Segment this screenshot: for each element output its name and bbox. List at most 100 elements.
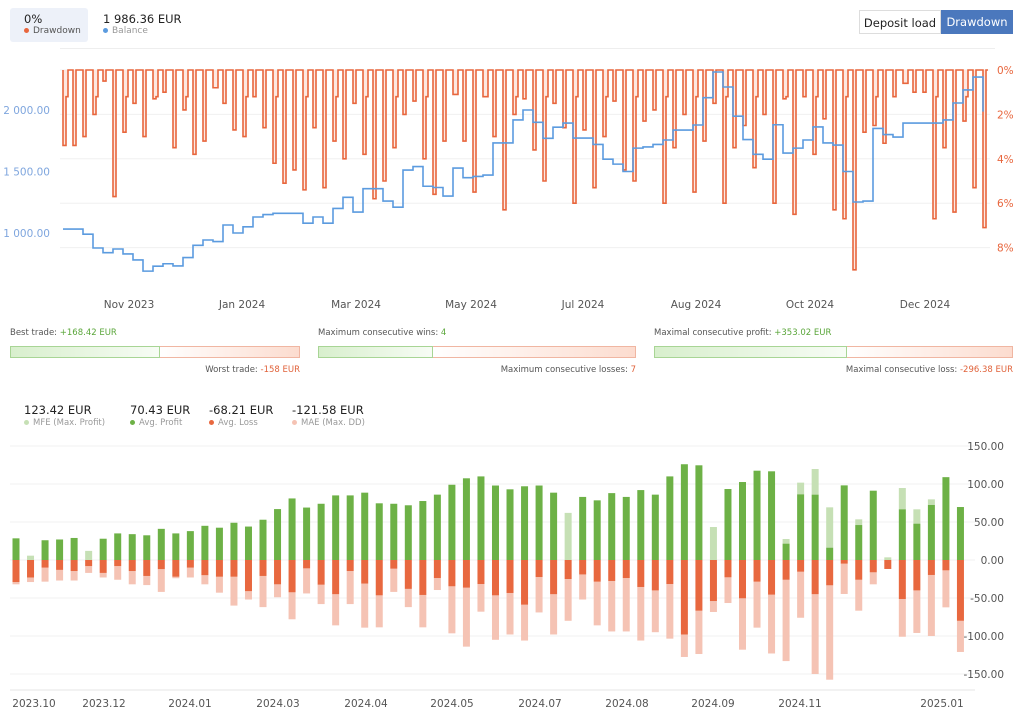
- profit-bar: [579, 496, 587, 560]
- divider: [60, 48, 995, 49]
- loss-bar: [637, 560, 645, 587]
- profit-bar: [56, 539, 64, 560]
- mae-bar: [99, 572, 107, 578]
- loss-bar: [99, 560, 107, 573]
- loss-bar: [898, 560, 906, 599]
- mfe-bar: [709, 527, 717, 560]
- loss-bar: [274, 560, 282, 585]
- consecutive-ratio-bar: [318, 346, 636, 358]
- mae-bar: [855, 579, 863, 611]
- loss-bar: [709, 560, 717, 602]
- x-tick-label: 2024.08: [605, 698, 648, 710]
- loss-bar: [390, 560, 398, 569]
- mae-bar: [913, 590, 921, 633]
- avg-loss-dot-icon: [209, 420, 214, 425]
- mae-bar: [157, 569, 165, 592]
- loss-bar: [361, 560, 369, 584]
- max-consecutive-wins: Maximum consecutive wins: 4: [318, 328, 447, 338]
- profit-bar: [869, 490, 877, 560]
- loss-bar: [375, 560, 383, 596]
- mfe-bar: [811, 469, 819, 495]
- loss-bar: [404, 560, 412, 589]
- mfe-bar: [797, 482, 805, 495]
- max-consecutive-wins-value: 4: [440, 328, 447, 338]
- x-tick-label: 2023.12: [82, 698, 125, 710]
- loss-bar: [317, 560, 325, 585]
- profit-bar: [695, 465, 703, 560]
- x-tick-label: Nov 2023: [104, 299, 155, 311]
- mfe-bar: [564, 512, 572, 560]
- loss-bar: [724, 560, 732, 578]
- profit-bar: [768, 471, 776, 560]
- y-tick-label: 150.00: [967, 441, 1004, 453]
- profit-bar: [898, 509, 906, 560]
- best-trade-value: +168.42 EUR: [59, 328, 117, 338]
- loss-bar: [56, 560, 64, 570]
- loss-bar: [288, 560, 296, 593]
- profit-bar: [506, 489, 514, 560]
- profit-bar: [303, 507, 311, 560]
- balance-dot-icon: [103, 28, 108, 33]
- loss-bar: [884, 560, 892, 569]
- x-tick-label: 2024.01: [168, 698, 211, 710]
- loss-bar: [564, 560, 572, 579]
- max-consecutive-losses: Maximum consecutive losses: 7: [500, 365, 636, 375]
- loss-bar: [956, 560, 964, 621]
- loss-bar: [27, 560, 35, 578]
- profit-bar: [157, 528, 165, 560]
- loss-bar: [303, 560, 311, 569]
- mae-bar: [622, 578, 630, 632]
- mae-bar: [477, 584, 485, 612]
- mae-bar: [651, 590, 659, 633]
- profit-bar: [593, 500, 601, 560]
- loss-bar: [186, 560, 194, 568]
- y-tick-label: -150.00: [963, 669, 1004, 681]
- mae-bar: [869, 572, 877, 585]
- avg-loss-legend: Avg. Loss: [209, 418, 258, 428]
- max-consecutive-profit: Maximal consecutive profit: +353.02 EUR: [654, 328, 832, 338]
- mae-legend: MAE (Max. DD): [292, 418, 365, 428]
- max-consecutive-profit-value: +353.02 EUR: [774, 328, 832, 338]
- profit-bar: [666, 476, 674, 560]
- drawdown-dot-icon: [24, 28, 29, 33]
- mae-bar: [724, 577, 732, 604]
- profit-bar: [186, 531, 194, 560]
- mae-bar: [201, 575, 209, 585]
- loss-bar: [462, 560, 470, 588]
- y-tick-label: -50.00: [970, 593, 1004, 605]
- mae-bar: [375, 595, 383, 628]
- profit-bar: [332, 495, 340, 560]
- y-right-tick-label: 2%: [997, 109, 1014, 121]
- mae-bar: [753, 581, 761, 628]
- deposit-load-button[interactable]: Deposit load: [859, 10, 941, 34]
- mae-bar: [303, 568, 311, 594]
- loss-bar: [695, 560, 703, 611]
- mae-bar: [797, 571, 805, 618]
- mae-bar: [898, 598, 906, 637]
- mae-bar: [709, 601, 717, 612]
- mae-bar: [462, 587, 470, 647]
- x-tick-label: 2023.10: [12, 698, 55, 710]
- loss-bar: [869, 560, 877, 573]
- loss-bar: [811, 560, 819, 595]
- profit-bar: [230, 522, 238, 560]
- mae-bar: [608, 580, 616, 632]
- profit-bar: [172, 533, 180, 560]
- profit-bar: [680, 464, 688, 560]
- loss-bar: [753, 560, 761, 582]
- loss-bar: [826, 560, 834, 586]
- loss-bar: [448, 560, 456, 587]
- drawdown-button[interactable]: Drawdown: [941, 10, 1013, 34]
- loss-bar: [608, 560, 616, 581]
- loss-bar: [230, 560, 238, 577]
- profit-bar: [753, 470, 761, 560]
- profit-bar: [550, 492, 558, 560]
- mae-bar: [739, 598, 746, 650]
- mae-bar: [666, 584, 674, 639]
- profit-bar: [840, 485, 848, 560]
- mae-bar: [332, 594, 340, 626]
- max-consecutive-losses-value: 7: [630, 365, 636, 375]
- loss-bar: [927, 560, 935, 575]
- mae-bar: [56, 569, 64, 581]
- mae-bar: [564, 579, 572, 621]
